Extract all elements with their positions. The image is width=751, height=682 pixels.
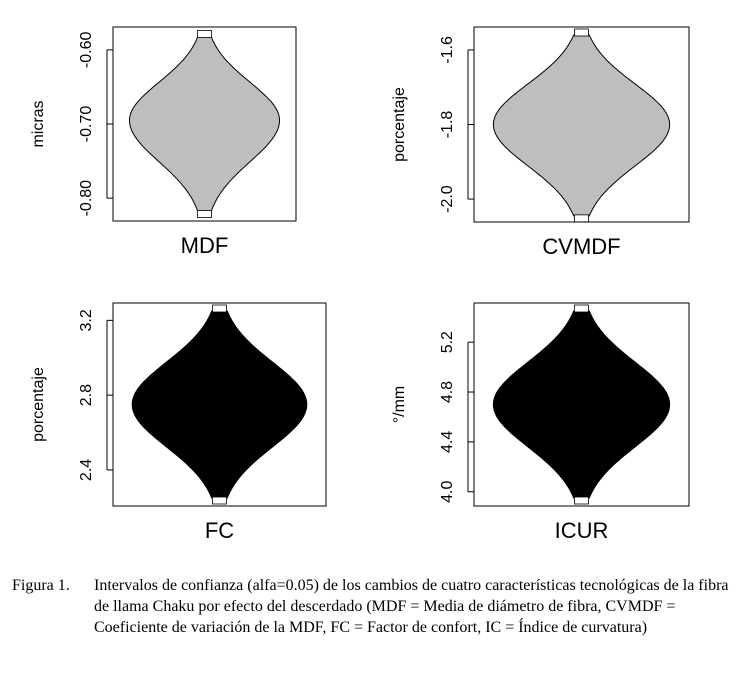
violin-icur [492,310,671,499]
plot-frame-icur [473,302,690,507]
y-tick-label: -0.80 [78,180,95,217]
ci-cap-top [574,28,589,37]
ci-cap-bottom [212,496,227,505]
y-tick-label: -0.60 [78,31,95,68]
ci-cap-top [574,304,589,313]
y-tick-label: -1.6 [439,36,456,64]
y-tick-label: -0.70 [78,106,95,143]
x-axis-label: MDF [181,233,229,258]
ci-cap-bottom [574,496,589,505]
figure-panels: -0.60 -0.70 -0.80 micras MDF -1.6 -1.8 -2.0 porc… [30,26,690,543]
ci-cap-top [212,304,227,313]
violin-fc [131,310,308,499]
y-tick-label: 5.2 [439,331,456,353]
y-tick-label: -1.8 [439,111,456,139]
y-tick-label: 2.4 [78,459,95,481]
y-axis-title: °/mm [391,386,408,424]
x-axis-label: FC [205,518,234,543]
y-tick-label: 4.4 [439,431,456,453]
caption-text: Intervalos de confianza (alfa=0.05) de l… [94,577,729,636]
ci-cap-bottom [197,210,212,218]
figure-caption: Figura 1. Intervalos de confianza (alfa=… [12,575,742,638]
y-tick-label: 2.8 [78,384,95,406]
y-axis-title: micras [30,100,47,147]
x-axis-label: CVMDF [542,234,620,259]
y-tick-label: 4.0 [439,481,456,503]
y-tick-label: 4.8 [439,381,456,403]
violin-mdf [129,36,280,212]
x-axis-label: ICUR [555,518,609,543]
y-tick-label: 3.2 [78,309,95,331]
plot-frame-fc [112,302,327,507]
y-axis-title: porcentaje [30,367,47,442]
y-axis-title: porcentaje [391,87,408,162]
violin-cvmdf [492,34,671,217]
ci-cap-bottom [574,214,589,223]
ci-cap-top [197,30,212,38]
y-tick-label: -2.0 [439,185,456,213]
caption-label: Figura 1. [12,577,70,594]
